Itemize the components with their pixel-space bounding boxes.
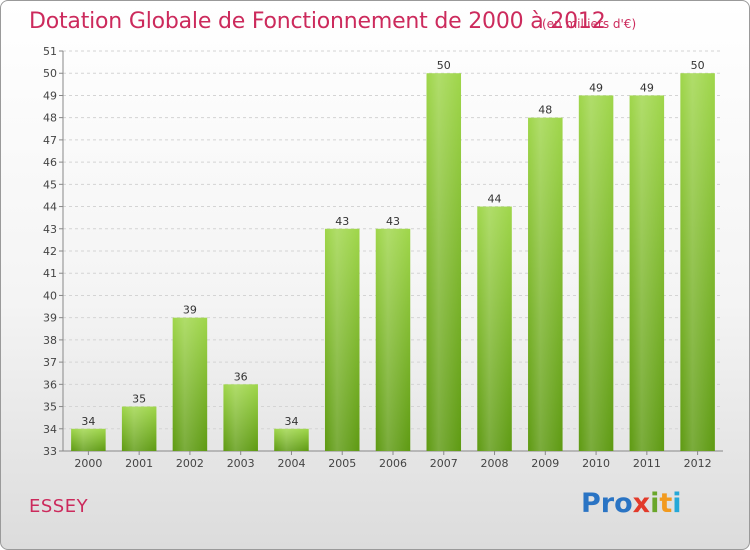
bar-highlight [426, 73, 462, 451]
logo-part: i [650, 488, 660, 519]
bar-value-label: 34 [284, 415, 298, 428]
y-tick-label: 39 [43, 312, 57, 325]
x-tick-label: 2001 [125, 457, 153, 470]
bar-value-label: 48 [538, 104, 552, 117]
bar-highlight [528, 117, 563, 452]
y-tick-label: 37 [43, 356, 57, 369]
y-tick-label: 45 [43, 178, 57, 191]
x-tick-label: 2008 [481, 457, 509, 470]
y-tick-label: 44 [43, 201, 57, 214]
bar-highlight [680, 73, 715, 451]
bar-highlight [578, 95, 614, 451]
logo-part: t [659, 488, 673, 519]
y-tick-label: 46 [43, 156, 57, 169]
logo-part: Pro [581, 488, 633, 519]
x-tick-label: 2012 [684, 457, 712, 470]
bar-highlight [71, 428, 106, 451]
bar-value-label: 49 [640, 81, 654, 94]
y-tick-label: 33 [43, 445, 57, 458]
bar-highlight [121, 406, 157, 451]
chart-title: Dotation Globale de Fonctionnement de 20… [29, 9, 606, 34]
x-tick-label: 2009 [531, 457, 559, 470]
y-tick-label: 36 [43, 378, 57, 391]
proxiti-logo: Proxiti [581, 488, 682, 519]
bar-value-label: 43 [386, 215, 400, 228]
x-tick-label: 2011 [633, 457, 661, 470]
bar-highlight [274, 428, 309, 451]
x-tick-label: 2003 [227, 457, 255, 470]
x-tick-label: 2004 [277, 457, 305, 470]
bar-value-label: 50 [437, 59, 451, 72]
bar-value-label: 39 [183, 304, 197, 317]
y-tick-label: 38 [43, 334, 57, 347]
logo-part: i [672, 488, 682, 519]
y-tick-label: 41 [43, 267, 57, 280]
x-tick-label: 2002 [176, 457, 204, 470]
x-tick-label: 2007 [430, 457, 458, 470]
y-tick-label: 35 [43, 401, 57, 414]
bar-highlight [172, 317, 208, 451]
bar-value-label: 36 [234, 370, 248, 383]
bar-value-label: 34 [81, 415, 95, 428]
y-tick-label: 50 [43, 67, 57, 80]
bar-highlight [375, 228, 411, 451]
y-tick-label: 42 [43, 245, 57, 258]
y-tick-label: 49 [43, 89, 57, 102]
logo-part: x [632, 488, 651, 519]
y-tick-label: 48 [43, 112, 57, 125]
y-tick-label: 47 [43, 134, 57, 147]
x-tick-label: 2010 [582, 457, 610, 470]
bar-value-label: 49 [589, 81, 603, 94]
bar-highlight [324, 228, 360, 451]
x-tick-label: 2000 [74, 457, 102, 470]
y-tick-label: 51 [43, 45, 57, 58]
bar-value-label: 35 [132, 393, 146, 406]
chart-subtitle: (en milliers d'€) [542, 17, 637, 31]
bar-highlight [223, 384, 258, 451]
bar-highlight [629, 95, 665, 451]
y-tick-label: 40 [43, 289, 57, 302]
bar-value-label: 43 [335, 215, 349, 228]
x-tick-label: 2006 [379, 457, 407, 470]
y-tick-label: 34 [43, 423, 57, 436]
bar-highlight [477, 206, 512, 451]
x-tick-label: 2005 [328, 457, 356, 470]
bar-value-label: 50 [691, 59, 705, 72]
bar-value-label: 44 [488, 193, 502, 206]
y-tick-label: 43 [43, 223, 57, 236]
town-name: ESSEY [29, 496, 89, 517]
